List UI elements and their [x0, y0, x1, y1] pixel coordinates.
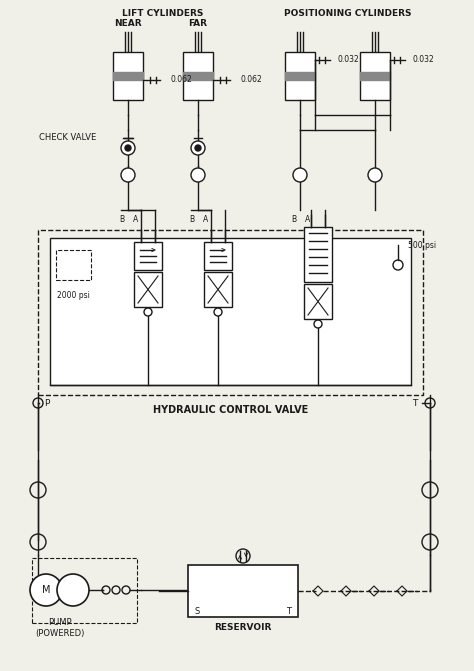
Text: RESERVOIR: RESERVOIR: [214, 623, 272, 631]
Text: S: S: [195, 607, 200, 617]
Circle shape: [368, 168, 382, 182]
Bar: [188, 565, 298, 617]
Circle shape: [125, 145, 131, 151]
Text: FAR: FAR: [189, 19, 208, 28]
Text: B: B: [190, 215, 194, 225]
Text: NEAR: NEAR: [114, 19, 142, 28]
Bar: [56, 250, 91, 280]
Circle shape: [191, 141, 205, 155]
Text: B: B: [119, 215, 125, 225]
Circle shape: [195, 145, 201, 151]
Text: PUMP
(POWERED): PUMP (POWERED): [35, 618, 85, 637]
Text: HYDRAULIC CONTROL VALVE: HYDRAULIC CONTROL VALVE: [153, 405, 308, 415]
Circle shape: [293, 168, 307, 182]
Text: 500 psi: 500 psi: [408, 240, 436, 250]
Text: T: T: [286, 607, 291, 617]
Bar: [113, 52, 143, 100]
Circle shape: [121, 141, 135, 155]
Bar: [204, 272, 232, 307]
Text: P: P: [44, 399, 49, 407]
Text: 0.032: 0.032: [338, 56, 360, 64]
Circle shape: [191, 168, 205, 182]
Bar: [50, 238, 411, 385]
Circle shape: [30, 574, 62, 606]
Bar: [134, 272, 162, 307]
Circle shape: [121, 168, 135, 182]
Bar: [204, 242, 232, 270]
Bar: [304, 284, 332, 319]
Bar: [304, 227, 332, 282]
Text: LIFT CYLINDERS: LIFT CYLINDERS: [122, 9, 204, 19]
Bar: [183, 52, 213, 100]
Text: A: A: [133, 215, 138, 225]
Text: A: A: [305, 215, 310, 225]
Text: CHECK VALVE: CHECK VALVE: [39, 134, 96, 142]
Text: M: M: [42, 585, 50, 595]
Text: 0.032: 0.032: [413, 56, 435, 64]
Text: 0.062: 0.062: [241, 76, 263, 85]
Bar: [32, 558, 137, 623]
Bar: [285, 52, 315, 100]
Circle shape: [37, 577, 63, 603]
Text: POSITIONING CYLINDERS: POSITIONING CYLINDERS: [284, 9, 412, 19]
Bar: [360, 52, 390, 100]
Text: 2000 psi: 2000 psi: [56, 291, 90, 299]
Text: T: T: [411, 399, 417, 407]
Text: A: A: [203, 215, 209, 225]
Bar: [113, 72, 143, 80]
Bar: [38, 230, 423, 395]
Circle shape: [58, 576, 86, 604]
Circle shape: [57, 574, 89, 606]
Text: 0.062: 0.062: [171, 76, 193, 85]
Bar: [183, 72, 213, 80]
Text: B: B: [292, 215, 297, 225]
Bar: [360, 72, 390, 80]
Bar: [285, 72, 315, 80]
Bar: [134, 242, 162, 270]
